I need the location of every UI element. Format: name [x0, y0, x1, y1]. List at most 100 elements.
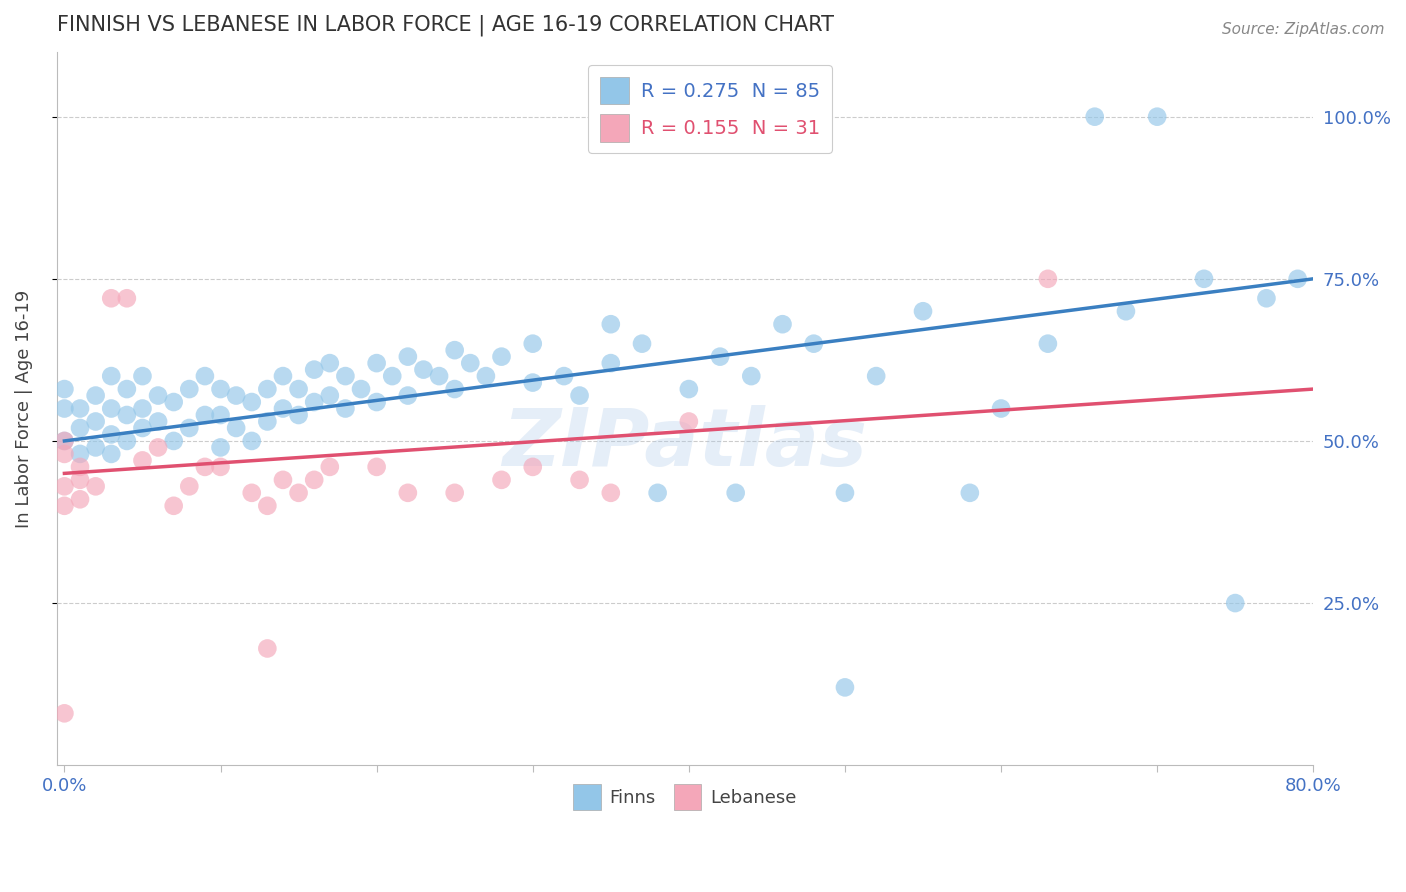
Point — [522, 376, 544, 390]
Point — [302, 473, 325, 487]
Legend: Finns, Lebanese: Finns, Lebanese — [567, 777, 804, 817]
Point — [69, 421, 91, 435]
Point — [396, 350, 419, 364]
Point — [179, 479, 201, 493]
Point — [1286, 272, 1309, 286]
Point — [100, 427, 122, 442]
Point — [443, 485, 465, 500]
Point — [100, 447, 122, 461]
Point — [209, 441, 232, 455]
Point — [225, 421, 247, 435]
Point — [366, 395, 388, 409]
Point — [1084, 110, 1107, 124]
Point — [69, 459, 91, 474]
Point — [1146, 110, 1168, 124]
Point — [179, 421, 201, 435]
Point — [475, 369, 498, 384]
Point — [146, 415, 169, 429]
Point — [287, 485, 309, 500]
Point — [53, 706, 76, 721]
Point — [115, 408, 138, 422]
Point — [772, 317, 794, 331]
Point — [225, 388, 247, 402]
Point — [100, 291, 122, 305]
Point — [131, 421, 153, 435]
Point — [1115, 304, 1137, 318]
Point — [69, 401, 91, 416]
Point — [1225, 596, 1247, 610]
Point — [302, 362, 325, 376]
Point — [803, 336, 825, 351]
Point — [53, 447, 76, 461]
Point — [366, 356, 388, 370]
Point — [599, 317, 621, 331]
Point — [240, 485, 263, 500]
Point — [287, 408, 309, 422]
Point — [240, 395, 263, 409]
Point — [209, 382, 232, 396]
Point — [335, 369, 357, 384]
Text: Source: ZipAtlas.com: Source: ZipAtlas.com — [1222, 22, 1385, 37]
Point — [911, 304, 934, 318]
Point — [427, 369, 450, 384]
Point — [271, 473, 294, 487]
Point — [179, 382, 201, 396]
Point — [319, 356, 342, 370]
Point — [271, 401, 294, 416]
Point — [458, 356, 481, 370]
Point — [350, 382, 373, 396]
Point — [366, 459, 388, 474]
Point — [84, 479, 107, 493]
Point — [834, 681, 856, 695]
Point — [209, 459, 232, 474]
Point — [678, 382, 700, 396]
Point — [709, 350, 731, 364]
Point — [396, 485, 419, 500]
Point — [522, 459, 544, 474]
Point — [146, 388, 169, 402]
Point — [740, 369, 762, 384]
Point — [599, 356, 621, 370]
Point — [724, 485, 747, 500]
Point — [522, 336, 544, 351]
Point — [553, 369, 575, 384]
Point — [53, 434, 76, 448]
Point — [647, 485, 669, 500]
Point — [256, 382, 278, 396]
Point — [959, 485, 981, 500]
Point — [631, 336, 654, 351]
Point — [568, 473, 591, 487]
Point — [84, 415, 107, 429]
Point — [115, 434, 138, 448]
Point — [443, 382, 465, 396]
Point — [834, 485, 856, 500]
Point — [381, 369, 404, 384]
Point — [335, 401, 357, 416]
Point — [443, 343, 465, 358]
Point — [256, 499, 278, 513]
Point — [678, 415, 700, 429]
Point — [256, 641, 278, 656]
Point — [115, 291, 138, 305]
Point — [53, 479, 76, 493]
Point — [146, 441, 169, 455]
Point — [319, 388, 342, 402]
Point — [131, 453, 153, 467]
Point — [491, 350, 513, 364]
Point — [287, 382, 309, 396]
Point — [131, 401, 153, 416]
Point — [568, 388, 591, 402]
Point — [163, 434, 186, 448]
Point — [302, 395, 325, 409]
Point — [131, 369, 153, 384]
Point — [100, 369, 122, 384]
Point — [271, 369, 294, 384]
Point — [1256, 291, 1278, 305]
Point — [115, 382, 138, 396]
Point — [69, 447, 91, 461]
Point — [396, 388, 419, 402]
Point — [1192, 272, 1215, 286]
Text: ZIPatlas: ZIPatlas — [502, 405, 868, 483]
Point — [53, 382, 76, 396]
Point — [163, 499, 186, 513]
